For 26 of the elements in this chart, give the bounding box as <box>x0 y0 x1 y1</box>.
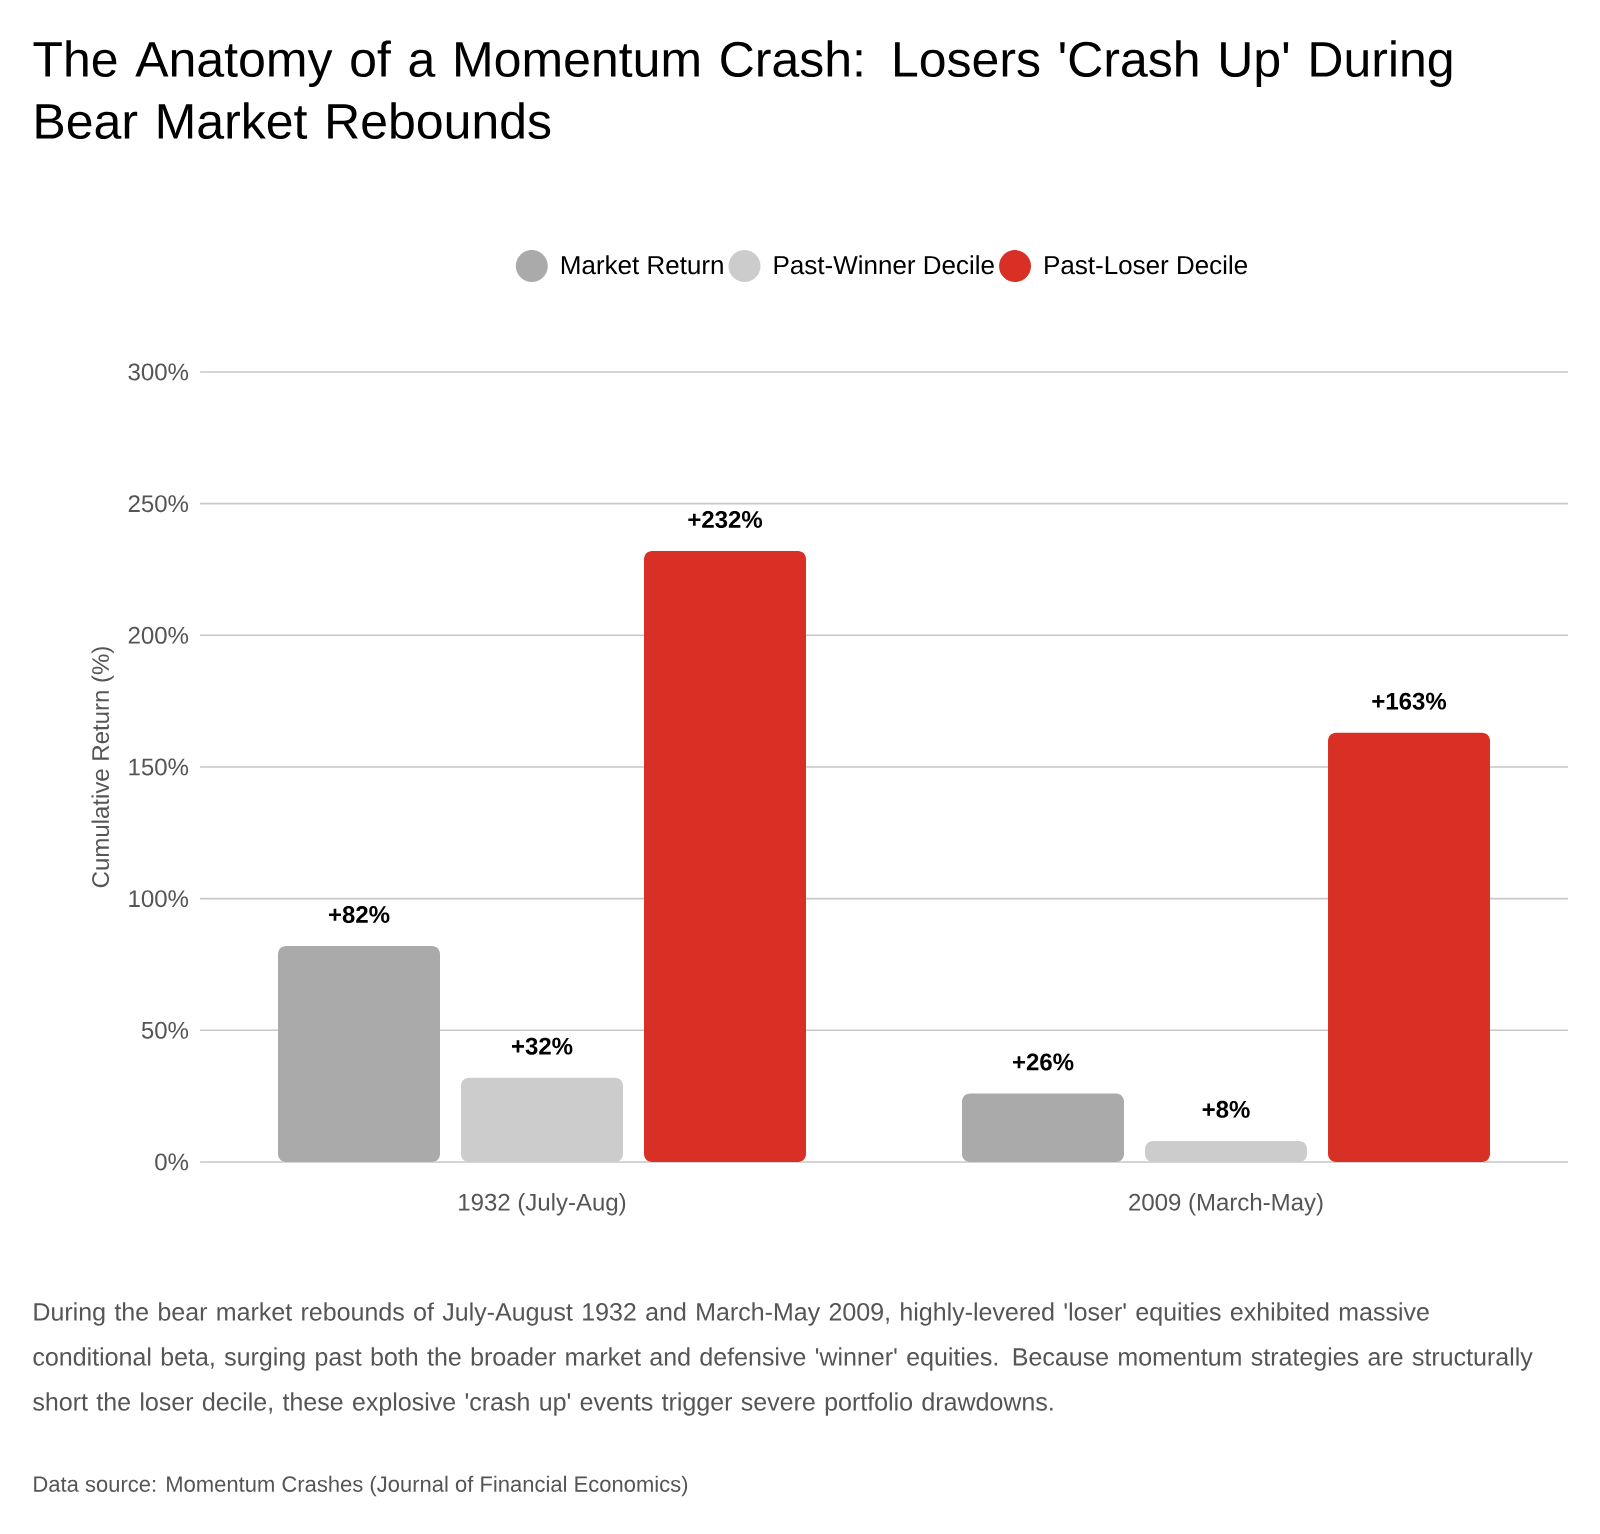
data-label: +232% <box>688 510 763 528</box>
y-tick-label: 0% <box>155 1153 189 1171</box>
y-tick-label: 250% <box>128 495 189 513</box>
y-axis-title: Cumulative Return (%) <box>91 647 114 888</box>
data-label: +26% <box>1012 1053 1074 1071</box>
data-label: +163% <box>1372 692 1447 710</box>
bar <box>1328 732 1491 1162</box>
chart-title: The Anatomy of a Momentum Crash: Losers 'Crash Up' During Bear Market Rebounds <box>33 40 1452 140</box>
legend-label: Past-Winner Decile <box>774 255 994 275</box>
data-label: +32% <box>511 1037 573 1055</box>
x-tick-label: 2009 (March-May) <box>1129 1193 1323 1216</box>
y-tick-label: 200% <box>128 626 189 644</box>
legend-label: Past-Loser Decile <box>1045 255 1248 275</box>
bar <box>962 1093 1125 1162</box>
source-note: Data source: Momentum Crashes (Journal of Financial Economics) <box>34 1475 688 1497</box>
data-label: +8% <box>1202 1100 1250 1118</box>
text: During the bear market rebounds of July-August 1932 and March-May 2009, highly-levered 'loser' equities exhibited massive conditional beta, surging past both the broader market and defensive 'winner' equities. Because momentum strategies are structurally short the loser decile, these explosive 'crash up' events trigger severe portfolio drawdowns. <box>33 1302 1533 1416</box>
bar <box>644 551 807 1162</box>
y-tick-label: 150% <box>129 758 189 776</box>
y-tick-label: 50% <box>141 1021 189 1039</box>
y-tick-label: 300% <box>128 363 189 381</box>
bar <box>278 946 441 1162</box>
data-label: +82% <box>328 906 390 923</box>
y-tick-label: 100% <box>129 890 189 908</box>
legend-label: Market Return <box>561 255 723 275</box>
x-tick-label: 1932 (July-Aug) <box>459 1193 626 1216</box>
